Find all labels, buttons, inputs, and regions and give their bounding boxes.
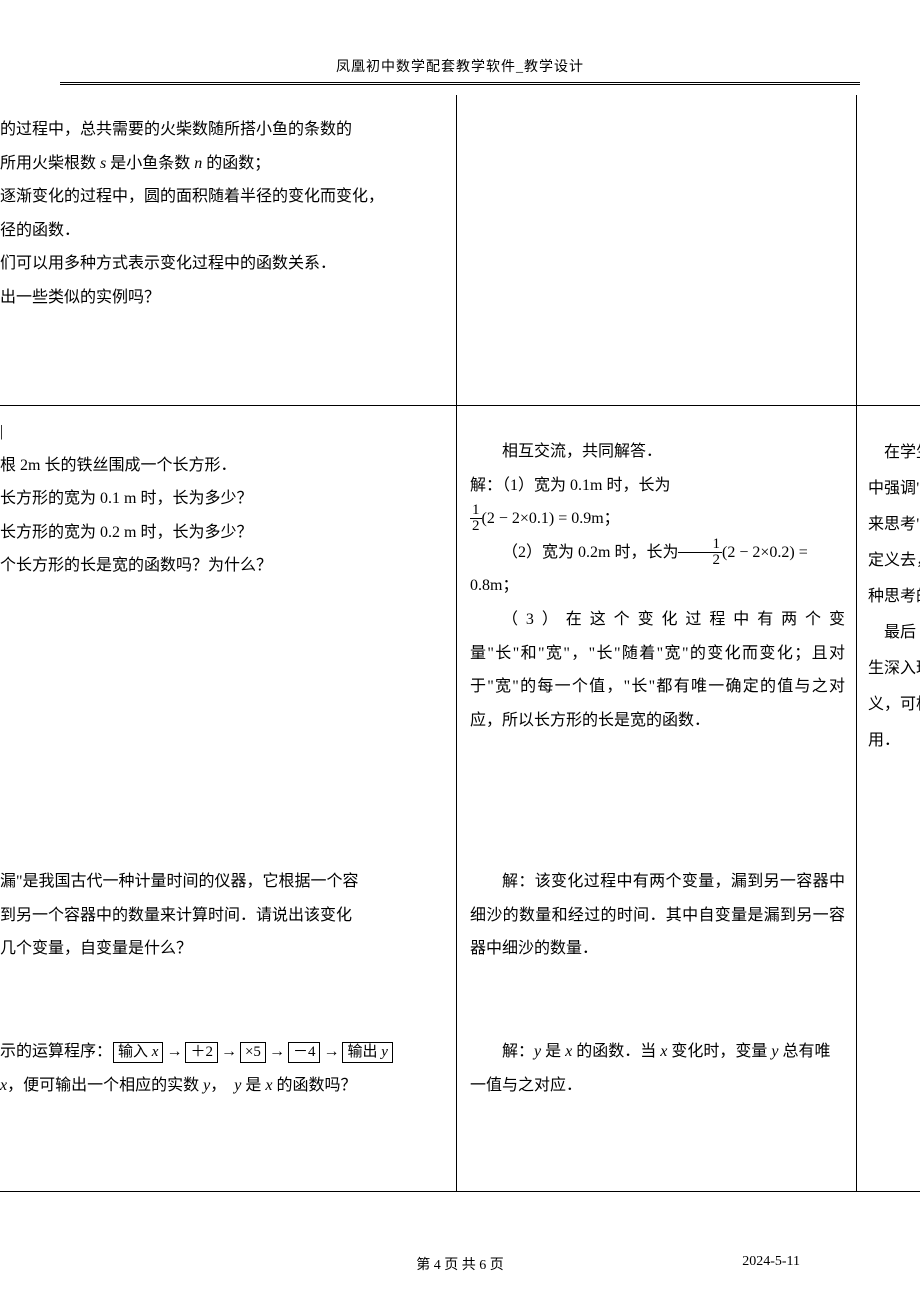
section3b-col1: 示的运算程序：输入 x→＋2→×5→－4→输出 y x，便可输出一个相应的实数 …: [0, 1035, 448, 1102]
s3c1-l2: 到另一个容器中的数量来计算时间．请说出该变化: [0, 899, 448, 933]
s3c1-l3: 几个变量，自变量是什么？: [0, 932, 448, 966]
s2c1-l3: 长方形的宽为 0.2 m 时，长为多少？: [0, 516, 448, 550]
s2c3-l2: 中强调"用: [868, 471, 920, 507]
s2c2-l3: （2）宽为 0.2m 时，长为12(2 − 2×0.2) = 0.8m；: [470, 536, 845, 603]
section2-col3: 在学生 中强调"用 来思考"． 定义去，为 种思考的 最后 生深入理 义，可根据…: [868, 435, 920, 759]
s1-line5: 们可以用多种方式表示变化过程中的函数关系．: [0, 247, 448, 281]
s1-line1: 的过程中，总共需要的火柴数随所搭小鱼的条数的: [0, 113, 448, 147]
s2c3-l5: 种思考的: [868, 579, 920, 615]
s2c1-l4: 个长方形的长是宽的函数吗？为什么？: [0, 549, 448, 583]
fraction-1: 12: [470, 503, 482, 534]
flow-sequence: 示的运算程序：输入 x→＋2→×5→－4→输出 y: [0, 1035, 448, 1069]
s2c3-l9: 用．: [868, 723, 920, 759]
arrow-icon: →: [267, 1043, 287, 1060]
s1-line2: 所用火柴根数 s 是小鱼条数 n 的函数；: [0, 147, 448, 181]
vertical-divider-right: [856, 95, 857, 1192]
s2c2-l2: 解：（1）宽为 0.1m 时，长为: [470, 469, 845, 503]
s2c3-l7: 生深入理: [868, 651, 920, 687]
arrow-icon: →: [164, 1043, 184, 1060]
s2c3-l3: 来思考"．: [868, 507, 920, 543]
s2c2-l4: （3）在这个变化过程中有两个变量"长"和"宽"，"长"随着"宽"的变化而变化；且…: [470, 603, 845, 737]
horizontal-divider-bottom: [0, 1191, 920, 1192]
s3bc2-l1: 解：y 是 x 的函数．当 x 变化时，变量 y 总有唯一值与之对应．: [470, 1035, 845, 1102]
horizontal-divider-1: [0, 405, 920, 406]
footer-date: 2024-5-11: [742, 1254, 800, 1270]
content-area: 的过程中，总共需要的火柴数随所搭小鱼的条数的 所用火柴根数 s 是小鱼条数 n …: [0, 95, 920, 1192]
s2c1-l1: 根 2m 长的铁丝围成一个长方形．: [0, 449, 448, 483]
s3bc1-l2: x，便可输出一个相应的实数 y， y 是 x 的函数吗？: [0, 1069, 448, 1103]
s1-line6: 出一些类似的实例吗？: [0, 281, 448, 315]
s2c2-l1: 相互交流，共同解答．: [470, 435, 845, 469]
s3c2-l1: 解：该变化过程中有两个变量，漏到另一容器中细沙的数量和经过的时间．其中自变量是漏…: [470, 865, 845, 966]
fraction-2: 12: [678, 537, 722, 568]
box-times5: ×5: [240, 1042, 266, 1064]
s2c1-l0: |: [0, 415, 448, 449]
s2c3-l1: 在学生: [868, 435, 920, 471]
s2c1-l2: 长方形的宽为 0.1 m 时，长为多少？: [0, 482, 448, 516]
s2c2-eq1: 12(2 − 2×0.1) = 0.9m；: [470, 502, 845, 536]
box-plus2: ＋2: [185, 1042, 218, 1064]
page-header: 凤凰初中数学配套教学软件_教学设计: [0, 0, 920, 76]
s1-line4: 径的函数．: [0, 214, 448, 248]
arrow-icon: →: [321, 1043, 341, 1060]
vertical-divider-middle: [456, 95, 457, 1192]
box-output: 输出 y: [342, 1042, 392, 1064]
section3-col2: 解：该变化过程中有两个变量，漏到另一容器中细沙的数量和经过的时间．其中自变量是漏…: [470, 865, 845, 966]
section2-col2: 相互交流，共同解答． 解：（1）宽为 0.1m 时，长为 12(2 − 2×0.…: [470, 435, 845, 737]
section3-col1: 漏"是我国古代一种计量时间的仪器，它根据一个容 到另一个容器中的数量来计算时间．…: [0, 865, 448, 966]
header-text: 凤凰初中数学配套教学软件_教学设计: [336, 60, 584, 75]
box-input: 输入 x: [113, 1042, 163, 1064]
header-underline: [60, 82, 860, 83]
section1-col1: 的过程中，总共需要的火柴数随所搭小鱼的条数的 所用火柴根数 s 是小鱼条数 n …: [0, 113, 448, 315]
section2-col1: | 根 2m 长的铁丝围成一个长方形． 长方形的宽为 0.1 m 时，长为多少？…: [0, 415, 448, 583]
s2c3-l4: 定义去，为: [868, 543, 920, 579]
box-minus4: －4: [288, 1042, 321, 1064]
arrow-icon: →: [219, 1043, 239, 1060]
s1-line3: 逐渐变化的过程中，圆的面积随着半径的变化而变化，: [0, 180, 448, 214]
s2c3-l6: 最后: [868, 615, 920, 651]
section3b-col2: 解：y 是 x 的函数．当 x 变化时，变量 y 总有唯一值与之对应．: [470, 1035, 845, 1102]
s2c3-l8: 义，可根据: [868, 687, 920, 723]
s3c1-l1: 漏"是我国古代一种计量时间的仪器，它根据一个容: [0, 865, 448, 899]
